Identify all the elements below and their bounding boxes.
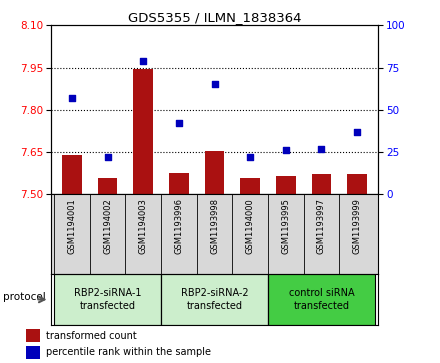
Text: RBP2-siRNA-2
transfected: RBP2-siRNA-2 transfected bbox=[181, 288, 248, 311]
Bar bbox=[268, 274, 375, 325]
Point bbox=[246, 154, 253, 160]
Text: transformed count: transformed count bbox=[46, 331, 136, 340]
Bar bbox=[312, 174, 331, 194]
Text: GSM1193999: GSM1193999 bbox=[352, 198, 362, 254]
Text: protocol: protocol bbox=[3, 292, 45, 302]
Point bbox=[69, 95, 76, 101]
Text: GSM1193998: GSM1193998 bbox=[210, 198, 219, 254]
Bar bbox=[276, 176, 296, 194]
Point bbox=[282, 147, 289, 153]
Bar bbox=[347, 174, 367, 194]
Text: GSM1194003: GSM1194003 bbox=[139, 198, 148, 254]
Bar bbox=[133, 69, 153, 194]
Text: GSM1194000: GSM1194000 bbox=[246, 198, 255, 254]
Point bbox=[211, 82, 218, 87]
Bar bbox=[26, 329, 40, 342]
Text: RBP2-siRNA-1
transfected: RBP2-siRNA-1 transfected bbox=[74, 288, 141, 311]
Text: GSM1193995: GSM1193995 bbox=[281, 198, 290, 254]
Text: GSM1194001: GSM1194001 bbox=[67, 198, 77, 254]
Bar bbox=[26, 346, 40, 359]
Point bbox=[104, 154, 111, 160]
Title: GDS5355 / ILMN_1838364: GDS5355 / ILMN_1838364 bbox=[128, 11, 301, 24]
Bar bbox=[161, 274, 268, 325]
Text: percentile rank within the sample: percentile rank within the sample bbox=[46, 347, 211, 357]
Bar bbox=[240, 178, 260, 194]
Point bbox=[176, 121, 183, 126]
Bar bbox=[54, 274, 161, 325]
Point bbox=[353, 129, 360, 135]
Text: control siRNA
transfected: control siRNA transfected bbox=[289, 288, 354, 311]
Text: GSM1194002: GSM1194002 bbox=[103, 198, 112, 254]
Bar bbox=[62, 155, 82, 194]
Bar bbox=[205, 151, 224, 194]
Text: GSM1193997: GSM1193997 bbox=[317, 198, 326, 254]
Bar bbox=[169, 173, 189, 194]
Point bbox=[318, 146, 325, 151]
Text: GSM1193996: GSM1193996 bbox=[174, 198, 183, 254]
Point bbox=[140, 58, 147, 64]
Bar bbox=[98, 178, 117, 194]
